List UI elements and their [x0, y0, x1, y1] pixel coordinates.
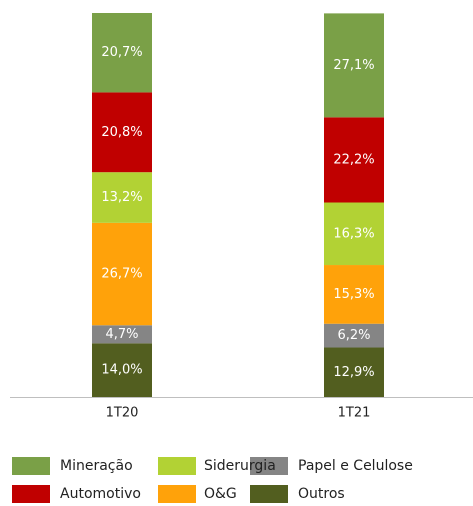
value-label: 14,0% — [101, 363, 142, 378]
legend-label: Siderurgia — [204, 458, 276, 474]
legend-label: Mineração — [60, 458, 133, 474]
value-label: 22,2% — [333, 152, 374, 167]
value-label: 16,3% — [333, 226, 374, 241]
value-label: 12,9% — [333, 365, 374, 380]
bar-segment — [324, 347, 384, 397]
legend-swatch — [250, 457, 288, 475]
legend-swatch — [12, 485, 50, 503]
legend-swatch — [12, 457, 50, 475]
value-label: 26,7% — [101, 267, 142, 282]
bar-segment — [324, 13, 384, 118]
value-label: 27,1% — [333, 58, 374, 73]
legend-label: Automotivo — [60, 486, 141, 502]
bar-segment — [92, 13, 152, 93]
value-label: 13,2% — [101, 190, 142, 205]
x-tick-label: 1T21 — [338, 406, 371, 421]
bar-segment — [92, 343, 152, 397]
bar-segment — [92, 222, 152, 326]
legend-label: Outros — [298, 486, 345, 502]
value-label: 6,2% — [337, 328, 370, 343]
value-label: 20,7% — [101, 45, 142, 60]
value-label: 20,8% — [101, 125, 142, 140]
legend-swatch — [158, 485, 196, 503]
bar-segment — [324, 202, 384, 266]
bar-segment — [324, 117, 384, 203]
legend-swatch — [158, 457, 196, 475]
value-label: 15,3% — [333, 287, 374, 302]
bar-segment — [324, 265, 384, 324]
legend-label: Papel e Celulose — [298, 458, 413, 474]
bar-segment — [92, 92, 152, 173]
legend-label: O&G — [204, 486, 237, 502]
bar-segment — [92, 172, 152, 223]
bar-segment — [324, 323, 384, 348]
bar-segment — [92, 325, 152, 344]
legend-swatch — [250, 485, 288, 503]
x-tick-label: 1T20 — [106, 406, 139, 421]
value-label: 4,7% — [105, 327, 138, 342]
